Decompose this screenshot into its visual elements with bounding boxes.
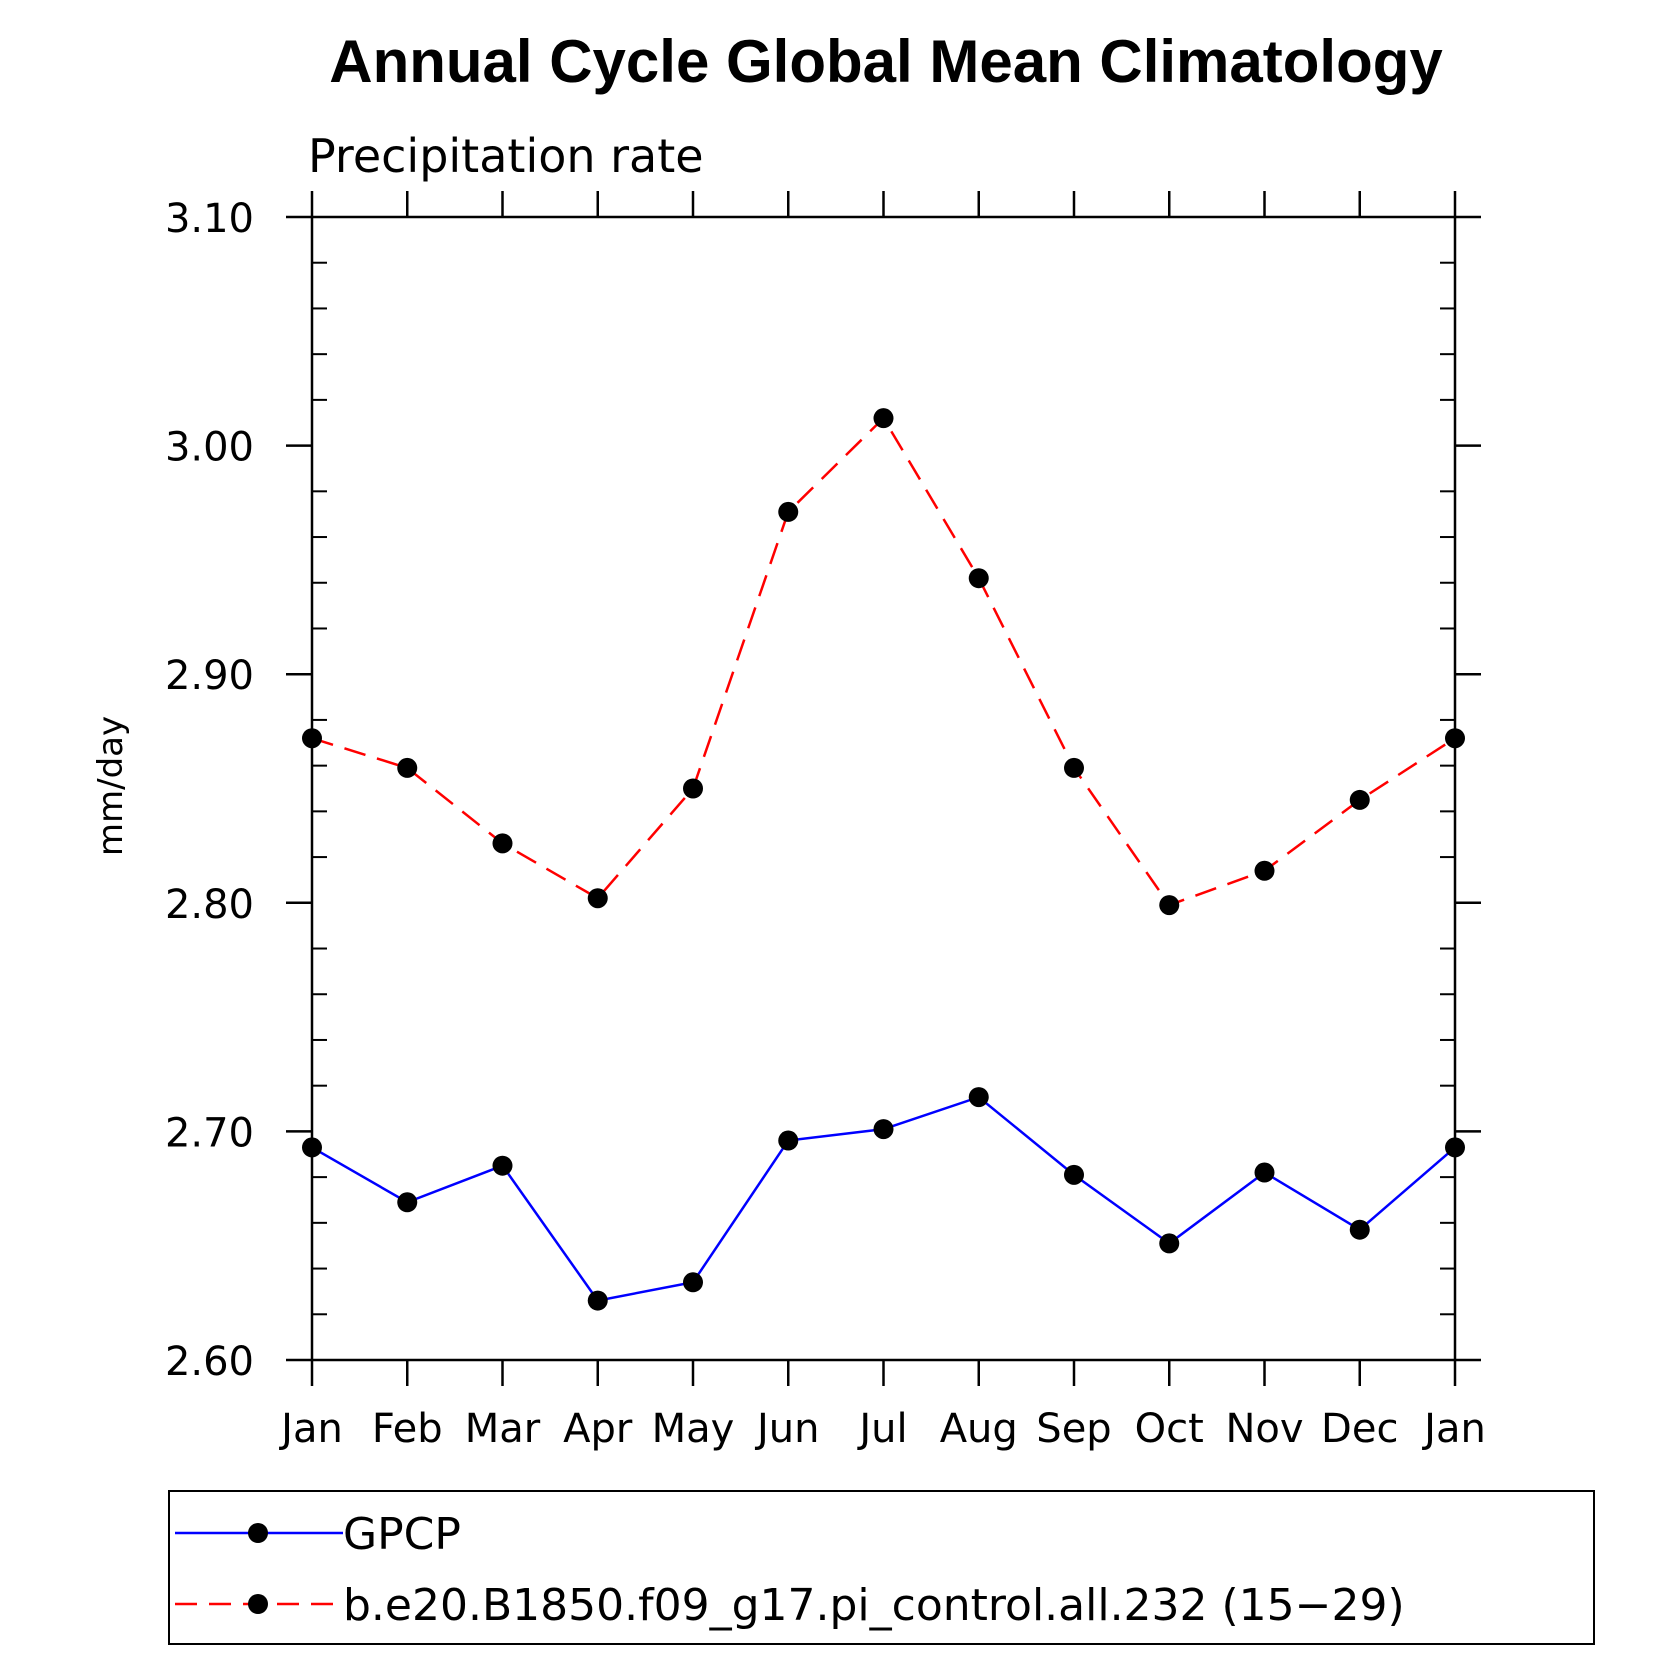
series-layer: [302, 408, 1465, 1311]
x-tick-label: Jun: [754, 1406, 820, 1452]
data-point: [873, 1119, 894, 1140]
chart-subtitle: Precipitation rate: [308, 129, 704, 183]
data-point: [1159, 1233, 1180, 1254]
data-point: [778, 501, 799, 522]
x-tick-label: Jan: [278, 1406, 343, 1452]
y-tick-label: 2.80: [165, 882, 254, 928]
x-tick-label: Mar: [465, 1406, 541, 1452]
data-point: [302, 1137, 322, 1158]
legend-label-gpcp: GPCP: [343, 1509, 461, 1560]
series-line-1: [311, 416, 1456, 907]
data-point: [1254, 860, 1275, 881]
data-point: [1254, 1162, 1275, 1183]
data-point: [683, 778, 703, 799]
data-point: [968, 1087, 989, 1108]
x-tick-label: Apr: [563, 1406, 633, 1452]
axis-ticks: [286, 191, 1481, 1386]
data-point: [1445, 728, 1465, 749]
legend-marker-model: [248, 1594, 268, 1614]
x-tick-label: May: [652, 1406, 735, 1452]
data-point: [1159, 895, 1180, 916]
data-point: [1064, 757, 1084, 778]
x-tick-label: Oct: [1135, 1406, 1204, 1452]
y-tick-label: 3.00: [165, 425, 254, 471]
data-point: [587, 888, 608, 909]
data-point: [1349, 1219, 1370, 1240]
data-point: [492, 1155, 513, 1176]
x-tick-label: Jan: [1421, 1406, 1486, 1452]
data-point: [873, 408, 894, 429]
y-tick-label: 3.10: [165, 196, 254, 242]
data-point: [1064, 1164, 1084, 1185]
x-tick-label: Nov: [1225, 1406, 1303, 1452]
x-tick-label: Feb: [372, 1406, 443, 1452]
y-tick-label: 2.90: [165, 653, 254, 699]
x-tick-label: Aug: [940, 1406, 1018, 1452]
data-point: [302, 728, 322, 749]
x-tick-label: Sep: [1036, 1406, 1111, 1452]
data-point: [587, 1290, 608, 1311]
x-tick-label: Dec: [1321, 1406, 1398, 1452]
x-tick-labels: Jan Feb Mar Apr May Jun Jul Aug Sep Oct Nov Dec Jan: [278, 1406, 1486, 1452]
x-tick-label: Jul: [856, 1406, 907, 1452]
legend-marker-gpcp: [248, 1523, 268, 1543]
data-point: [778, 1130, 799, 1151]
y-tick-labels: 2.60 2.70 2.80 2.90 3.00 3.10: [165, 196, 254, 1385]
legend: GPCP b.e20.B1850.f09_g17.pi_control.all.…: [168, 1490, 1595, 1645]
plot-frame: [310, 215, 1457, 1362]
y-tick-label: 2.70: [165, 1110, 254, 1156]
legend-box: [168, 1490, 1595, 1645]
data-point: [683, 1272, 703, 1293]
data-point: [1349, 789, 1370, 810]
legend-label-model: b.e20.B1850.f09_g17.pi_control.all.232 (…: [343, 1580, 1405, 1631]
data-point: [397, 757, 418, 778]
data-point: [492, 833, 513, 854]
y-tick-label: 2.60: [165, 1339, 254, 1385]
y-axis-label: mm/day: [91, 716, 131, 856]
data-point: [968, 568, 989, 589]
chart-title: Annual Cycle Global Mean Climatology: [329, 28, 1443, 95]
data-point: [1445, 1137, 1465, 1158]
data-point: [397, 1192, 418, 1213]
